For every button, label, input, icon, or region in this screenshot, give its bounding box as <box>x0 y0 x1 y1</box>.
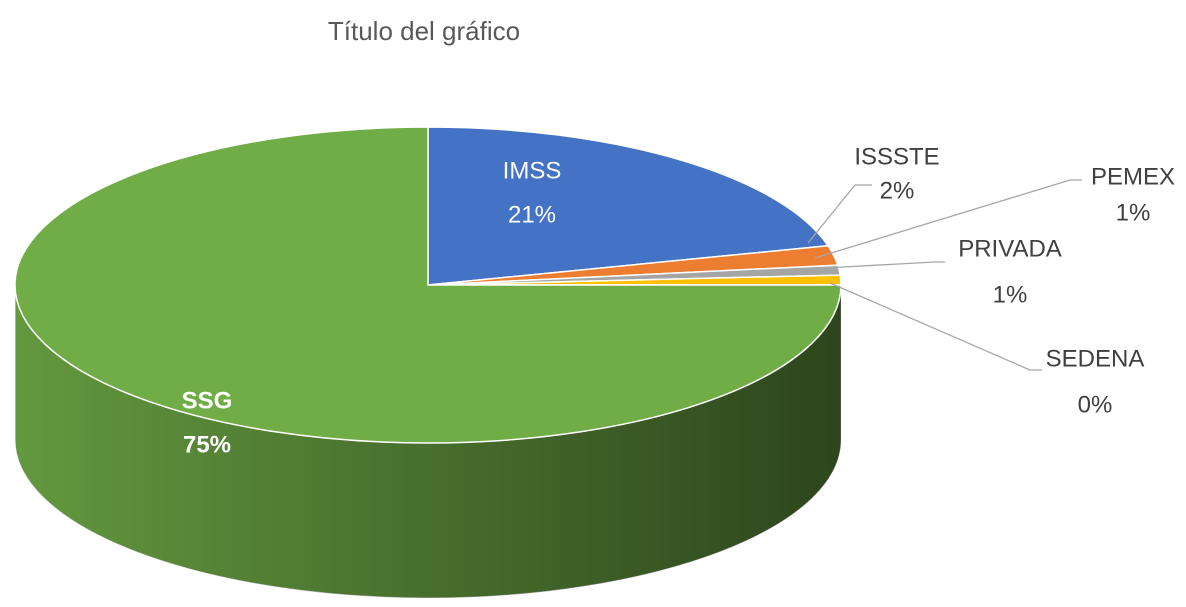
slice-label: IMSS <box>503 157 562 184</box>
value-label: 75% <box>183 431 231 458</box>
slice <box>14 126 842 444</box>
chart-title: Título del gráfico <box>328 16 520 46</box>
leader-line <box>807 184 872 244</box>
slice <box>427 126 830 286</box>
slice-label: ISSSTE <box>854 143 939 170</box>
leader-line <box>829 282 1042 371</box>
value-label: 21% <box>508 201 556 228</box>
slice-label: PRIVADA <box>958 235 1062 262</box>
slice-label: SSG <box>182 387 233 414</box>
value-label: 0% <box>1078 391 1113 418</box>
value-label: 1% <box>1116 199 1151 226</box>
slice-label: PEMEX <box>1091 163 1175 190</box>
leader-line <box>824 261 945 269</box>
value-label: 1% <box>993 281 1028 308</box>
leader-line <box>814 179 1082 259</box>
value-label: 2% <box>880 177 915 204</box>
slice-side-shade <box>15 285 841 598</box>
slice-label: SEDENA <box>1046 345 1145 372</box>
